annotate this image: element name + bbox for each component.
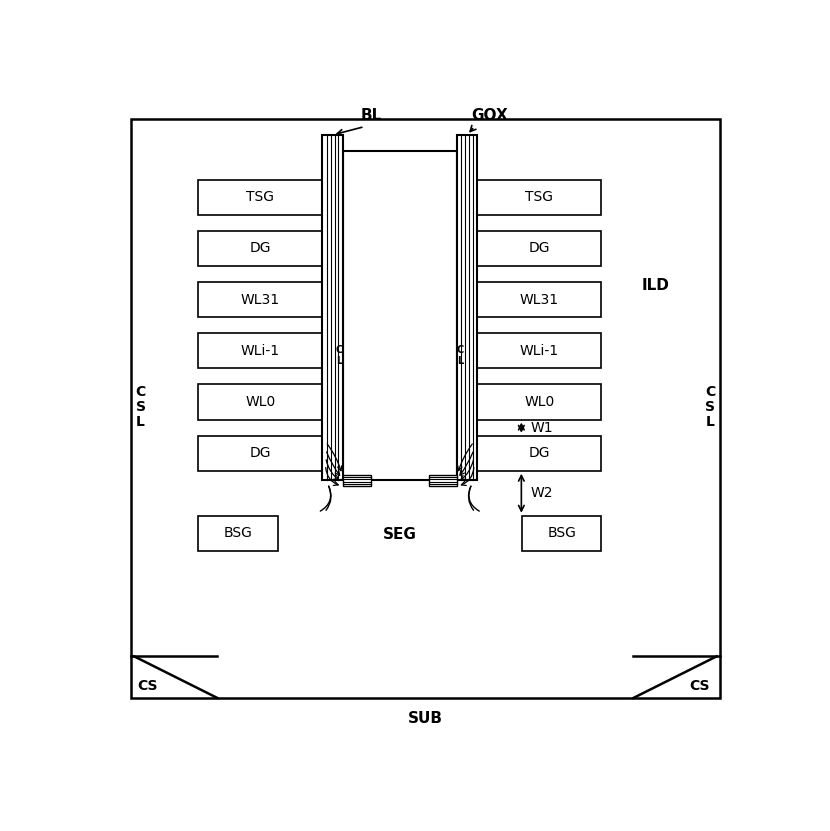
Bar (198, 282, 322, 317)
Text: BL: BL (360, 108, 382, 123)
Bar (343, 475, 371, 486)
Bar (343, 151, 456, 480)
Text: DG: DG (250, 446, 271, 460)
Text: WL0: WL0 (245, 395, 276, 409)
Text: WLi-1: WLi-1 (520, 344, 559, 358)
Text: C
S
L: C S L (705, 385, 715, 429)
Bar (322, 135, 343, 480)
Bar (198, 385, 322, 420)
Bar (477, 385, 602, 420)
Bar (198, 179, 322, 215)
Text: WLi-1: WLi-1 (241, 344, 280, 358)
Bar (198, 515, 277, 551)
Bar (198, 333, 322, 368)
Text: W1: W1 (531, 420, 554, 435)
Text: WL31: WL31 (520, 293, 559, 307)
Bar (198, 435, 322, 471)
Text: C
S
L: C S L (135, 385, 146, 429)
Text: GOX: GOX (471, 108, 508, 123)
Text: BSG: BSG (223, 526, 252, 540)
Text: CS: CS (689, 680, 710, 694)
Text: DG: DG (529, 446, 550, 460)
Text: DG: DG (529, 242, 550, 255)
Bar (477, 179, 602, 215)
Text: C
L: C L (457, 345, 464, 366)
Text: CS: CS (137, 680, 157, 694)
Text: SUB: SUB (408, 711, 443, 726)
Bar (522, 515, 602, 551)
Bar (477, 282, 602, 317)
Bar (428, 475, 457, 486)
Text: TSG: TSG (247, 190, 274, 204)
Text: TSG: TSG (525, 190, 554, 204)
Text: WL31: WL31 (241, 293, 280, 307)
Text: C
L: C L (335, 345, 343, 366)
Text: W2: W2 (531, 486, 554, 500)
Text: BSG: BSG (547, 526, 576, 540)
Bar (198, 231, 322, 266)
Bar (477, 231, 602, 266)
Bar (477, 333, 602, 368)
Text: ILD: ILD (642, 278, 670, 293)
Text: DG: DG (250, 242, 271, 255)
Bar (457, 135, 477, 480)
Text: WL0: WL0 (525, 395, 554, 409)
Text: SEG: SEG (383, 528, 417, 543)
Bar (477, 435, 602, 471)
